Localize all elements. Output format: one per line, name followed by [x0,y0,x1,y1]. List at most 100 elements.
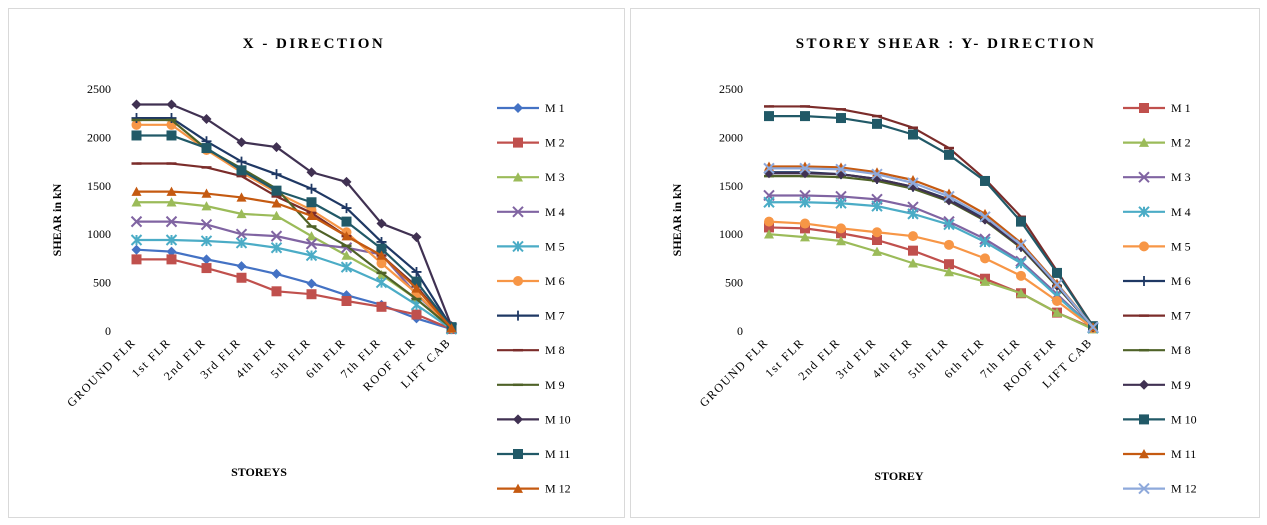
data-point [835,163,847,176]
data-point [411,232,422,243]
legend-marker [513,172,523,182]
data-point [836,235,846,246]
data-point [306,289,317,300]
data-point [944,239,954,250]
legend-label: M 11 [545,447,570,461]
data-point [1051,278,1063,291]
legend-marker [513,449,523,459]
legend-entry-m-9: M 9 [497,378,565,392]
data-point [236,272,247,283]
legend-label: M 8 [545,343,565,357]
legend-label: M 4 [545,205,565,219]
data-point [411,276,422,287]
data-point [1016,237,1026,248]
data-point [411,283,422,293]
legend-marker [1139,103,1149,113]
series-line [136,123,453,329]
data-point [764,216,774,227]
data-point [306,210,317,221]
legend-entry-m-8: M 8 [497,343,565,357]
legend-entry-m-8: M 8 [1123,343,1191,357]
series-line [136,116,453,328]
legend-label: M 12 [545,482,571,496]
data-point [271,185,282,196]
legend-label: M 11 [1171,447,1196,461]
series-m-2 [764,229,1098,334]
legend-marker [513,483,523,493]
legend-marker [1139,379,1149,390]
x-axis-title: STOREYS [231,465,287,479]
legend-label: M 9 [545,378,565,392]
y-axis-title: SHEAR in kN [50,183,64,256]
data-point [908,245,918,256]
data-point [271,268,282,279]
legend-label: M 4 [1171,205,1191,219]
legend-marker [1138,171,1150,183]
legend-label: M 5 [545,239,565,253]
data-point [1052,295,1062,306]
y-axis-title: SHEAR in kN [670,183,684,256]
legend-label: M 6 [545,274,565,288]
data-point [131,130,142,141]
legend-entry-m-10: M 10 [1123,412,1197,426]
data-point [871,168,883,180]
chart-title: X - DIRECTION [243,36,386,52]
data-point [200,235,213,247]
data-point [131,119,142,130]
legend-entry-m-2: M 2 [497,136,565,150]
series-line [768,220,1094,329]
data-point [376,269,387,280]
data-point [799,196,811,208]
data-point [872,227,882,238]
series-line [769,201,1094,329]
data-point [835,197,847,209]
data-point [306,197,317,208]
data-point [236,156,247,167]
series-line [136,162,453,329]
data-point [166,186,177,196]
legend-label: M 8 [1171,343,1191,357]
data-point [340,261,353,273]
legend-label: M 1 [545,101,565,115]
y-tick-label: 1500 [719,179,743,193]
data-point [943,190,955,203]
legend-entry-m-9: M 9 [1123,378,1191,392]
series-m-12 [131,186,457,333]
legend-marker [1138,206,1150,218]
data-point [166,246,177,257]
data-point [306,183,317,194]
legend-label: M 7 [1171,309,1191,323]
legend-marker [1139,137,1149,147]
y-tick-label: 0 [737,324,743,338]
data-point [908,231,918,242]
legend-label: M 10 [1171,412,1197,426]
series-line [136,201,453,329]
data-point [270,230,283,242]
data-point [799,162,811,175]
y-tick-label: 2500 [87,82,111,96]
data-point [836,113,846,124]
data-point [376,258,387,269]
legend-marker [512,206,524,218]
data-point [1015,239,1027,251]
y-tick-label: 500 [93,276,111,290]
data-point [376,250,387,260]
data-point [980,276,990,286]
data-point [908,129,918,140]
legend-label: M 9 [1171,378,1191,392]
data-point [1016,270,1026,281]
data-point [907,177,919,189]
data-point [944,266,954,277]
legend-label: M 3 [1171,170,1191,184]
legend-entry-m-12: M 12 [1123,482,1197,496]
data-point [131,99,142,110]
data-point [764,222,774,233]
y-tick-label: 2500 [719,82,743,96]
x-category-label: GROUND FLR [697,335,771,409]
data-point [271,210,282,221]
data-point [800,232,810,242]
data-point [376,218,387,229]
series-m-10 [131,99,457,332]
legend-entry-m-3: M 3 [1123,170,1191,184]
data-point [979,236,991,248]
